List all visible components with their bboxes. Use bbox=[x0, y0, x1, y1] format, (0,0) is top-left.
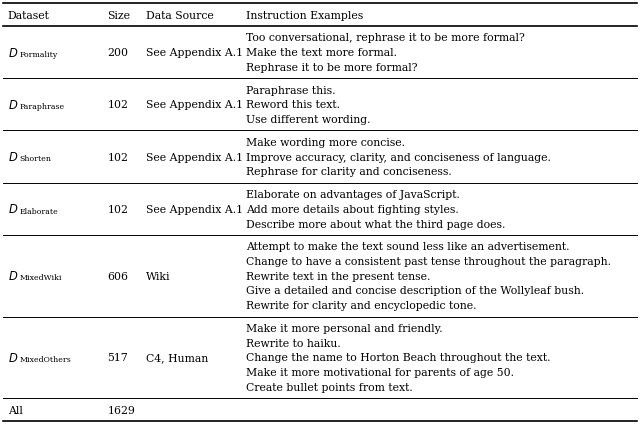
Text: 606: 606 bbox=[108, 271, 129, 281]
Text: $D$: $D$ bbox=[8, 151, 18, 164]
Text: $D$: $D$ bbox=[8, 270, 18, 283]
Text: $D$: $D$ bbox=[8, 99, 18, 112]
Text: Rewrite to haiku.: Rewrite to haiku. bbox=[246, 338, 341, 348]
Text: Attempt to make the text sound less like an advertisement.: Attempt to make the text sound less like… bbox=[246, 242, 570, 252]
Text: See Appendix A.1: See Appendix A.1 bbox=[146, 48, 243, 58]
Text: Create bullet points from text.: Create bullet points from text. bbox=[246, 382, 413, 392]
Text: Too conversational, rephrase it to be more formal?: Too conversational, rephrase it to be mo… bbox=[246, 33, 525, 43]
Text: Rephrase it to be more formal?: Rephrase it to be more formal? bbox=[246, 63, 418, 73]
Text: 102: 102 bbox=[108, 204, 129, 214]
Text: Formality: Formality bbox=[19, 51, 58, 59]
Text: Reword this text.: Reword this text. bbox=[246, 100, 340, 110]
Text: Rewrite for clarity and encyclopedic tone.: Rewrite for clarity and encyclopedic ton… bbox=[246, 300, 477, 310]
Text: Use different wording.: Use different wording. bbox=[246, 115, 371, 125]
Text: Size: Size bbox=[108, 11, 131, 21]
Text: Change the name to Horton Beach throughout the text.: Change the name to Horton Beach througho… bbox=[246, 352, 551, 362]
Text: Make it more motivational for parents of age 50.: Make it more motivational for parents of… bbox=[246, 367, 515, 377]
Text: See Appendix A.1: See Appendix A.1 bbox=[146, 100, 243, 110]
Text: Change to have a consistent past tense throughout the paragraph.: Change to have a consistent past tense t… bbox=[246, 256, 611, 266]
Text: Instruction Examples: Instruction Examples bbox=[246, 11, 364, 21]
Text: MixedWiki: MixedWiki bbox=[19, 274, 61, 282]
Text: $D$: $D$ bbox=[8, 46, 18, 59]
Text: MixedOthers: MixedOthers bbox=[19, 355, 71, 363]
Text: Data Source: Data Source bbox=[146, 11, 214, 21]
Text: Elaborate: Elaborate bbox=[19, 207, 58, 215]
Text: All: All bbox=[8, 404, 22, 414]
Text: 1629: 1629 bbox=[108, 404, 136, 414]
Text: Make the text more formal.: Make the text more formal. bbox=[246, 48, 397, 58]
Text: Wiki: Wiki bbox=[146, 271, 170, 281]
Text: Shorten: Shorten bbox=[19, 155, 51, 163]
Text: Describe more about what the third page does.: Describe more about what the third page … bbox=[246, 219, 506, 229]
Text: Dataset: Dataset bbox=[8, 11, 49, 21]
Text: $D$: $D$ bbox=[8, 203, 18, 216]
Text: 102: 102 bbox=[108, 152, 129, 162]
Text: $D$: $D$ bbox=[8, 351, 18, 364]
Text: Elaborate on advantages of JavaScript.: Elaborate on advantages of JavaScript. bbox=[246, 190, 460, 200]
Text: 200: 200 bbox=[108, 48, 129, 58]
Text: Make wording more concise.: Make wording more concise. bbox=[246, 138, 405, 148]
Text: Paraphrase: Paraphrase bbox=[19, 103, 65, 111]
Text: Rewrite text in the present tense.: Rewrite text in the present tense. bbox=[246, 271, 431, 281]
Text: Improve accuracy, clarity, and conciseness of language.: Improve accuracy, clarity, and concisene… bbox=[246, 152, 551, 162]
Text: 517: 517 bbox=[108, 352, 128, 362]
Text: Add more details about fighting styles.: Add more details about fighting styles. bbox=[246, 204, 459, 214]
Text: 102: 102 bbox=[108, 100, 129, 110]
Text: Make it more personal and friendly.: Make it more personal and friendly. bbox=[246, 323, 443, 333]
Text: Rephrase for clarity and conciseness.: Rephrase for clarity and conciseness. bbox=[246, 167, 452, 177]
Text: See Appendix A.1: See Appendix A.1 bbox=[146, 152, 243, 162]
Text: Paraphrase this.: Paraphrase this. bbox=[246, 85, 336, 95]
Text: See Appendix A.1: See Appendix A.1 bbox=[146, 204, 243, 214]
Text: C4, Human: C4, Human bbox=[146, 352, 208, 362]
Text: Give a detailed and concise description of the Wollyleaf bush.: Give a detailed and concise description … bbox=[246, 286, 584, 296]
